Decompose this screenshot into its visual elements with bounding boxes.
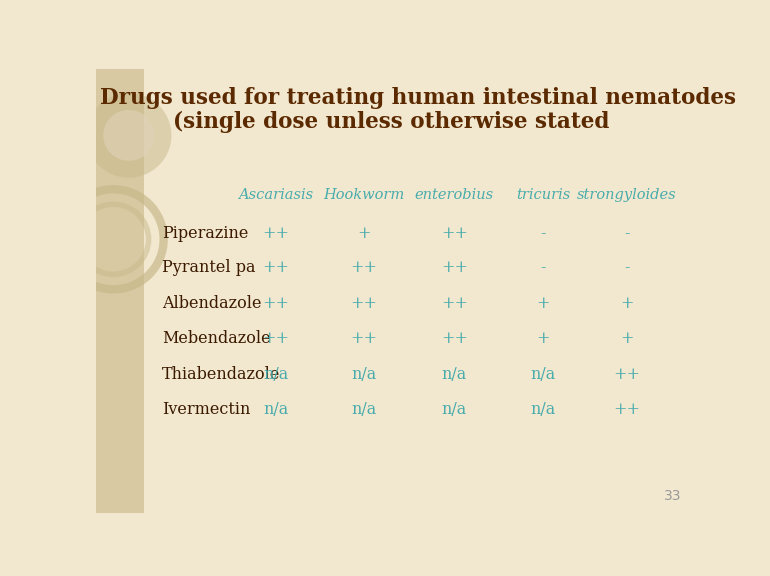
Text: Albendazole: Albendazole (162, 295, 262, 312)
Text: ++: ++ (263, 330, 290, 347)
Text: -: - (624, 225, 630, 241)
Text: Piperazine: Piperazine (162, 225, 249, 241)
Text: Ivermectin: Ivermectin (162, 401, 250, 418)
Text: n/a: n/a (442, 366, 467, 382)
Circle shape (86, 93, 172, 177)
Text: tricuris: tricuris (517, 188, 571, 202)
Text: Thiabendazole: Thiabendazole (162, 366, 280, 382)
Text: -: - (541, 225, 546, 241)
Text: n/a: n/a (531, 366, 556, 382)
Text: (single dose unless otherwise stated: (single dose unless otherwise stated (172, 111, 609, 132)
Text: enterobius: enterobius (415, 188, 494, 202)
Bar (96, 69, 144, 513)
Text: ++: ++ (614, 401, 641, 418)
Text: ++: ++ (263, 295, 290, 312)
Text: Mebendazole: Mebendazole (162, 330, 271, 347)
Text: ++: ++ (440, 259, 468, 276)
Text: n/a: n/a (263, 366, 289, 382)
Text: +: + (537, 330, 551, 347)
Text: n/a: n/a (531, 401, 556, 418)
Text: strongyloides: strongyloides (578, 188, 677, 202)
Text: +: + (537, 295, 551, 312)
Text: n/a: n/a (351, 366, 377, 382)
Text: Drugs used for treating human intestinal nematodes: Drugs used for treating human intestinal… (100, 88, 736, 109)
Text: ++: ++ (350, 330, 377, 347)
Text: ++: ++ (440, 330, 468, 347)
Text: Ascariasis: Ascariasis (239, 188, 313, 202)
Text: ++: ++ (263, 259, 290, 276)
Text: +: + (357, 225, 370, 241)
Text: -: - (541, 259, 546, 276)
Text: ++: ++ (263, 225, 290, 241)
Text: ++: ++ (350, 259, 377, 276)
Text: 33: 33 (664, 490, 681, 503)
Text: +: + (621, 330, 634, 347)
Text: +: + (621, 295, 634, 312)
Text: ++: ++ (440, 295, 468, 312)
Text: Pyrantel pa: Pyrantel pa (162, 259, 256, 276)
Text: ++: ++ (614, 366, 641, 382)
Text: -: - (624, 259, 630, 276)
Text: n/a: n/a (263, 401, 289, 418)
Text: n/a: n/a (442, 401, 467, 418)
Text: ++: ++ (440, 225, 468, 241)
Text: n/a: n/a (351, 401, 377, 418)
Circle shape (103, 110, 154, 161)
Text: ++: ++ (350, 295, 377, 312)
Text: Hookworm: Hookworm (323, 188, 404, 202)
